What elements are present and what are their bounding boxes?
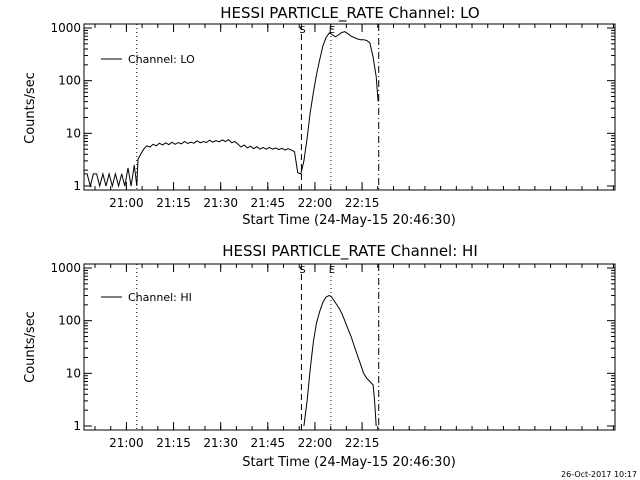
panel-lo-ylabel: Counts/sec (23, 72, 38, 144)
panel-lo-ytick-label: 1 (73, 179, 81, 193)
panel-hi-xlabel: Start Time (24-May-15 20:46:30) (242, 455, 456, 470)
panel-hi-series-line (303, 294, 377, 427)
panel-hi-legend-label: Channel: HI (128, 291, 192, 304)
panel-hi: HESSI PARTICLE_RATE Channel: HI Counts/s… (23, 242, 616, 470)
panel-hi-ytick-label: 10 (66, 366, 81, 380)
panel-hi-legend: Channel: HI (101, 291, 192, 304)
panel-lo: HESSI PARTICLE_RATE Channel: LO Counts/s… (23, 4, 616, 228)
panel-lo-xtick-label: 21:00 (109, 196, 144, 210)
panel-hi-ytick-label: 100 (58, 314, 81, 328)
panel-hi-ytick-label: 1000 (50, 261, 81, 275)
panel-lo-series-line (84, 31, 379, 188)
panel-hi-xtick-label: 22:15 (345, 436, 380, 450)
panel-lo-legend: Channel: LO (101, 53, 195, 66)
panel-lo-xtick-label: 21:30 (203, 196, 238, 210)
panel-hi-xtick-label: 21:45 (251, 436, 286, 450)
panel-hi-xticks: 21:00 21:15 21:30 21:45 22:00 22:15 (94, 264, 614, 450)
panel-lo-axes-frame (83, 23, 616, 191)
panel-lo-marker-label: S (299, 25, 305, 36)
panel-hi-xtick-label: 21:00 (109, 436, 144, 450)
panel-hi-title: HESSI PARTICLE_RATE Channel: HI (222, 242, 478, 261)
panel-lo-xtick-label: 22:00 (298, 196, 333, 210)
panel-lo-xlabel: Start Time (24-May-15 20:46:30) (242, 213, 456, 228)
panel-lo-yticks: 1 10 100 1000 (50, 21, 615, 193)
panel-lo-ytick-label: 10 (66, 126, 81, 140)
panel-hi-axes-frame (83, 263, 616, 431)
panel-lo-legend-label: Channel: LO (128, 53, 195, 66)
timestamp-label: 26-Oct-2017 10:17 (561, 470, 637, 479)
panel-hi-xtick-label: 21:30 (203, 436, 238, 450)
panel-hi-ytick-label: 1 (73, 419, 81, 433)
panel-lo-ytick-label: 1000 (50, 21, 81, 35)
panel-lo-marker-label: E (329, 25, 335, 36)
panel-lo-xtick-label: 21:15 (156, 196, 191, 210)
panel-lo-title: HESSI PARTICLE_RATE Channel: LO (220, 4, 479, 23)
panel-lo-xtick-label: 22:15 (345, 196, 380, 210)
panel-hi-ylabel: Counts/sec (23, 311, 38, 383)
panel-hi-marker-label: S (299, 265, 305, 276)
panel-hi-xtick-label: 22:00 (298, 436, 333, 450)
panel-lo-ytick-label: 100 (58, 74, 81, 88)
panel-hi-yticks: 1 10 100 1000 (50, 261, 615, 433)
panel-hi-xtick-label: 21:15 (156, 436, 191, 450)
panel-hi-marker-label: E (329, 265, 335, 276)
panel-lo-xticks: 21:00 21:15 21:30 21:45 22:00 22:15 (94, 24, 614, 210)
panel-lo-xtick-label: 21:45 (251, 196, 286, 210)
